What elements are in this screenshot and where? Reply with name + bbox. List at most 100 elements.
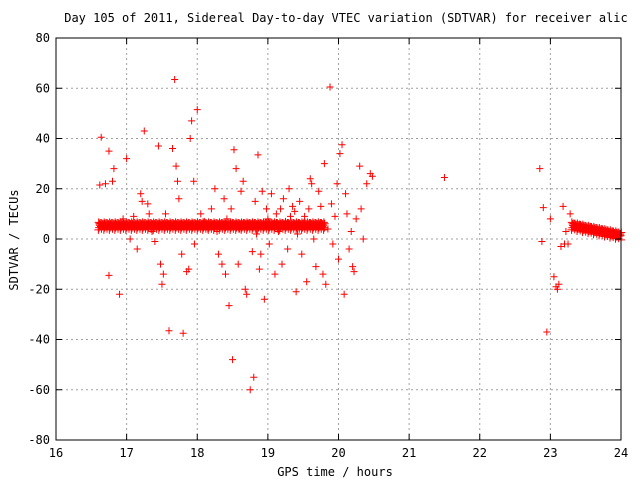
data-point bbox=[246, 386, 254, 394]
dense-bands bbox=[94, 218, 626, 244]
data-point bbox=[218, 260, 226, 268]
data-point bbox=[312, 263, 320, 271]
data-point bbox=[130, 212, 138, 220]
grid-lines bbox=[56, 38, 621, 440]
data-point bbox=[161, 210, 169, 218]
data-point bbox=[197, 210, 205, 218]
x-axis-label: GPS time / hours bbox=[277, 465, 393, 479]
data-point bbox=[566, 210, 574, 218]
data-point bbox=[440, 173, 448, 181]
data-point bbox=[347, 227, 355, 235]
data-point bbox=[350, 268, 358, 276]
data-point bbox=[204, 225, 212, 233]
data-point bbox=[289, 202, 297, 210]
y-axis-ticks: -80 -60 -40 -20 0 20 40 60 80 bbox=[28, 31, 621, 447]
data-points bbox=[96, 75, 574, 394]
data-point bbox=[286, 212, 294, 220]
data-point bbox=[320, 160, 328, 168]
x-tick-label: 24 bbox=[614, 446, 628, 460]
data-point bbox=[179, 329, 187, 337]
data-point bbox=[271, 270, 279, 278]
data-point bbox=[335, 255, 342, 263]
data-point bbox=[279, 195, 287, 203]
data-point bbox=[200, 217, 208, 225]
data-point bbox=[327, 200, 335, 208]
data-point bbox=[538, 238, 546, 246]
y-tick-label: 60 bbox=[36, 81, 50, 95]
data-point bbox=[284, 245, 292, 253]
data-point bbox=[324, 225, 332, 233]
data-point bbox=[539, 204, 547, 212]
data-point bbox=[257, 250, 265, 258]
y-tick-label: 80 bbox=[36, 31, 50, 45]
data-point bbox=[97, 133, 105, 141]
band-point bbox=[319, 221, 328, 230]
data-point bbox=[308, 180, 316, 188]
x-tick-label: 16 bbox=[49, 446, 63, 460]
data-point bbox=[306, 175, 314, 183]
data-point bbox=[303, 278, 311, 286]
data-point bbox=[301, 212, 309, 220]
data-point bbox=[345, 245, 353, 253]
data-point bbox=[264, 215, 272, 223]
data-point bbox=[331, 212, 339, 220]
data-point bbox=[267, 190, 275, 198]
data-point bbox=[322, 280, 330, 288]
data-point bbox=[109, 177, 116, 185]
data-point bbox=[193, 106, 201, 114]
data-point bbox=[342, 190, 350, 198]
chart-title: Day 105 of 2011, Sidereal Day-to-day VTE… bbox=[64, 11, 628, 25]
data-point bbox=[265, 240, 273, 248]
data-point bbox=[137, 190, 145, 198]
x-tick-label: 18 bbox=[190, 446, 204, 460]
data-point bbox=[282, 217, 290, 225]
data-point bbox=[96, 181, 104, 189]
data-point bbox=[169, 145, 177, 153]
data-point bbox=[145, 210, 153, 218]
data-point bbox=[211, 185, 219, 193]
y-tick-label: -40 bbox=[28, 333, 50, 347]
y-tick-label: 20 bbox=[36, 182, 50, 196]
data-point bbox=[363, 180, 371, 188]
data-point bbox=[138, 197, 146, 205]
data-point bbox=[270, 220, 278, 228]
data-point bbox=[227, 205, 235, 213]
x-tick-label: 17 bbox=[119, 446, 133, 460]
data-point bbox=[234, 260, 242, 268]
data-point bbox=[243, 290, 251, 298]
dense-band-16-20 bbox=[94, 218, 329, 234]
data-point bbox=[326, 83, 334, 91]
data-point bbox=[305, 205, 313, 213]
data-point bbox=[188, 117, 196, 125]
x-tick-label: 22 bbox=[473, 446, 487, 460]
y-tick-label: 0 bbox=[43, 232, 50, 246]
data-point bbox=[255, 265, 263, 273]
data-point bbox=[244, 220, 252, 228]
data-point bbox=[562, 227, 570, 235]
data-point bbox=[550, 273, 558, 281]
data-point bbox=[274, 227, 282, 235]
data-point bbox=[294, 230, 302, 238]
data-point bbox=[157, 260, 165, 268]
x-tick-label: 23 bbox=[543, 446, 557, 460]
data-point bbox=[296, 197, 304, 205]
data-point bbox=[123, 155, 131, 163]
data-point bbox=[119, 215, 127, 223]
data-point bbox=[173, 177, 181, 185]
data-point bbox=[140, 127, 148, 135]
x-axis-ticks: 16 17 18 19 20 21 22 23 24 bbox=[49, 38, 628, 460]
data-point bbox=[313, 220, 321, 228]
band-point bbox=[616, 231, 625, 240]
x-tick-label: 21 bbox=[402, 446, 416, 460]
data-point bbox=[564, 240, 572, 248]
data-point bbox=[116, 290, 124, 298]
x-tick-label: 20 bbox=[331, 446, 345, 460]
data-point bbox=[298, 250, 306, 258]
data-point bbox=[333, 180, 341, 188]
data-point bbox=[110, 165, 118, 173]
data-point bbox=[356, 162, 364, 170]
data-point bbox=[262, 205, 270, 213]
band-point bbox=[319, 218, 328, 227]
data-point bbox=[223, 215, 231, 223]
data-point bbox=[239, 177, 247, 185]
